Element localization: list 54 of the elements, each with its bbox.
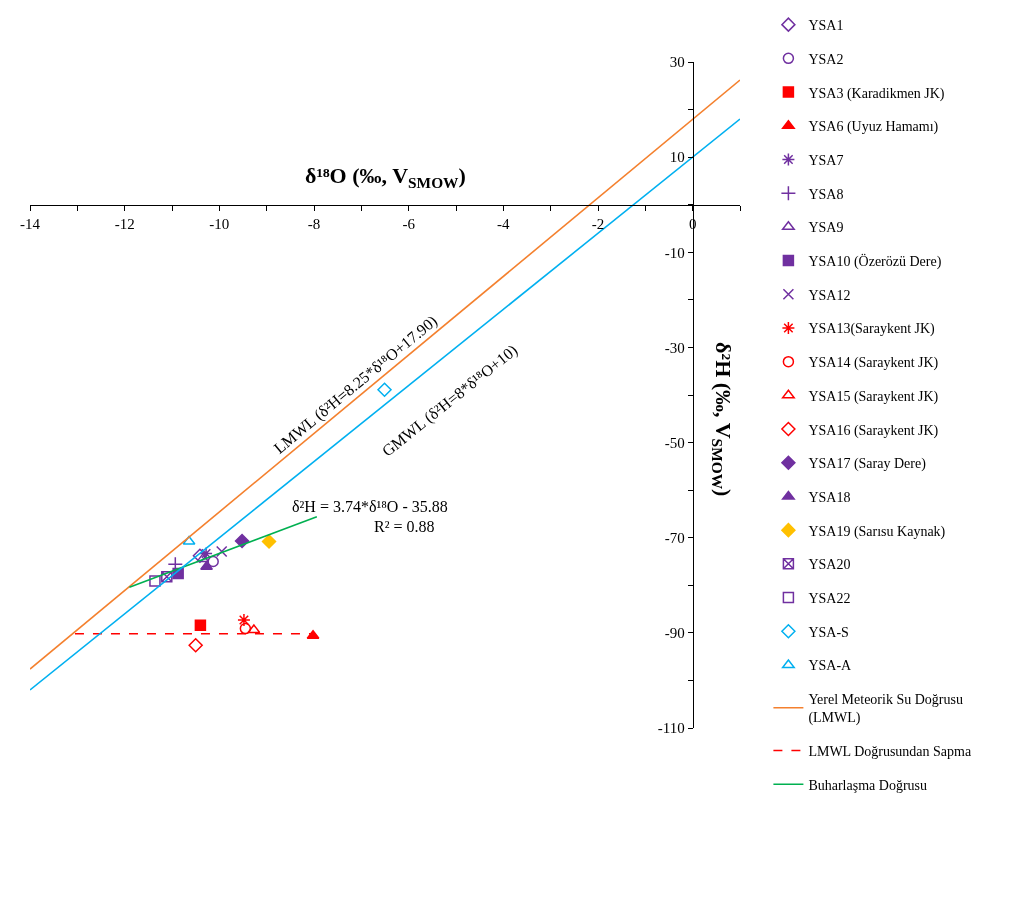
x-tick-label: -2 (591, 215, 605, 232)
point (200, 560, 214, 570)
y-tick-label: -50 (664, 434, 685, 451)
annotation: R² = 0.88 (374, 518, 435, 535)
y-tick-label: -30 (664, 339, 685, 356)
legend-label: YSA22 (808, 591, 851, 606)
legend-label: YSA14 (Saraykent JK) (808, 355, 939, 372)
x-tick-label: -4 (497, 215, 511, 232)
y-tick-label: 10 (669, 149, 685, 166)
y-tick-label: -70 (664, 529, 685, 546)
point (237, 613, 251, 627)
legend-label: YSA6 (Uyuz Hamamı) (808, 119, 939, 136)
y-tick-label: -10 (664, 244, 685, 261)
legend-label: YSA12 (808, 287, 851, 303)
x-tick-label: -12 (114, 215, 135, 232)
legend-label: YSA3 (Karadikmen JK) (808, 85, 945, 102)
legend-label: Buharlaşma Doğrusu (808, 777, 927, 793)
legend-label: YSA17 (Saray Dere) (808, 456, 927, 473)
x-tick-label: -14 (20, 215, 41, 232)
legend-label: YSA18 (808, 489, 851, 505)
legend-label: YSA-S (808, 624, 849, 640)
point (199, 546, 213, 561)
legend-label: YSA15 (Saraykent JK) (808, 388, 939, 405)
y-tick-label: 30 (669, 54, 685, 71)
point (261, 534, 277, 549)
legend-label: YSA16 (Saraykent JK) (808, 422, 939, 439)
point (196, 553, 210, 563)
point (194, 619, 207, 631)
legend-label: Yerel Meteorik Su Doğrusu (LMWL) (808, 692, 963, 727)
annotation: δ²H = 3.74*δ¹⁸O - 35.88 (292, 498, 448, 515)
x-tick-label: -8 (307, 215, 321, 232)
point (207, 555, 219, 568)
legend-label: YSA9 (808, 220, 844, 236)
point (239, 622, 252, 635)
y-tick-label: -110 (657, 720, 685, 737)
point (182, 535, 196, 545)
legend-label: YSA-A (808, 658, 853, 674)
point (149, 575, 161, 587)
legend-label: YSA20 (808, 557, 851, 573)
x-axis-title: δ¹⁸O (‰, V$_{SMOW}$) (305, 163, 466, 191)
legend-label: YSA1 (808, 18, 844, 34)
legend-label: YSA13(Saraykent JK) (808, 321, 936, 338)
legend-label: YSA19 (Sarısu Kaynak) (808, 523, 946, 540)
point (188, 637, 203, 653)
x-tick-label: -10 (209, 215, 230, 232)
point (247, 624, 261, 634)
legend-label: LMWL Doğrusundan Sapma (808, 744, 972, 759)
legend-label: YSA7 (808, 152, 844, 168)
legend-label: YSA10 (Özerözü Dere) (808, 253, 942, 270)
legend-label: YSA8 (808, 186, 844, 202)
y-tick-label: -90 (664, 625, 685, 642)
point (161, 570, 173, 583)
legend-label: YSA2 (808, 51, 844, 67)
x-tick-label: -6 (402, 215, 416, 232)
